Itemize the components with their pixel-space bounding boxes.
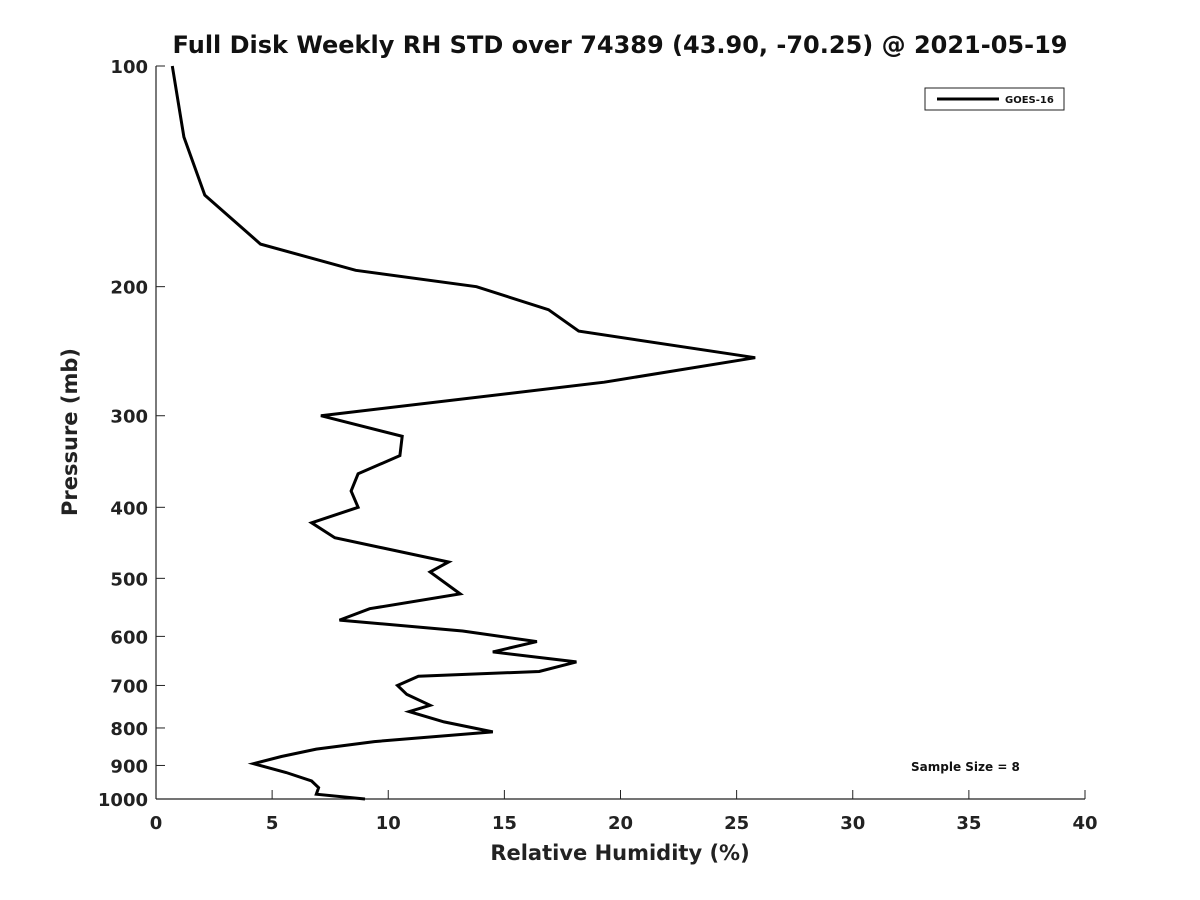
y-tick-label: 700 (110, 676, 148, 697)
y-tick-label: 300 (110, 407, 148, 428)
x-tick-label: 5 (266, 813, 279, 834)
x-axis-label: Relative Humidity (%) (490, 841, 749, 865)
sample-size-annotation: Sample Size = 8 (911, 760, 1020, 774)
y-tick-label: 100 (110, 57, 148, 78)
y-tick-label: 200 (110, 278, 148, 299)
x-tick-label: 0 (150, 813, 163, 834)
x-tick-label: 40 (1072, 813, 1097, 834)
y-tick-label: 400 (110, 498, 148, 519)
x-tick-label: 25 (724, 813, 749, 834)
x-tick-label: 35 (956, 813, 981, 834)
y-tick-label: 1000 (98, 790, 148, 811)
x-tick-label: 15 (492, 813, 517, 834)
series-line-goes-16 (170, 65, 756, 801)
x-axis-ticks: 0 5 10 15 20 25 30 35 40 (150, 790, 1098, 834)
y-tick-label: 800 (110, 719, 148, 740)
x-tick-label: 20 (608, 813, 633, 834)
x-tick-label: 30 (840, 813, 865, 834)
y-axis-ticks: 100 200 300 400 500 600 700 800 900 1000 (98, 57, 165, 811)
y-tick-label: 500 (110, 569, 148, 590)
legend: GOES-16 (924, 87, 1065, 111)
x-tick-label: 10 (376, 813, 401, 834)
y-tick-label: 900 (110, 756, 148, 777)
y-axis-label: Pressure (mb) (58, 348, 82, 516)
series-layer (170, 65, 756, 801)
legend-label-goes-16: GOES-16 (1005, 95, 1054, 106)
y-tick-label: 600 (110, 627, 148, 648)
chart-title: Full Disk Weekly RH STD over 74389 (43.9… (173, 31, 1068, 59)
plot-area (155, 66, 1085, 800)
